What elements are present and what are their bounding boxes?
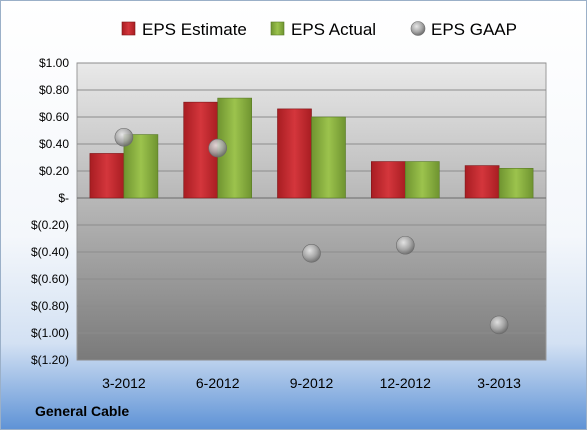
y-tick-label: $(1.20) xyxy=(31,353,69,367)
eps-gaap-point xyxy=(395,235,415,255)
x-category-label: 6-2012 xyxy=(196,375,240,391)
y-tick-label: $0.40 xyxy=(39,137,69,151)
gaap-points xyxy=(114,127,509,335)
company-name: General Cable xyxy=(35,403,130,419)
x-category-label: 3-2013 xyxy=(477,375,521,391)
eps-estimate-bar xyxy=(464,165,500,199)
x-category-label: 12-2012 xyxy=(380,375,432,391)
x-axis-categories: 3-2012 6-2012 9-2012 12-2012 3-2013 xyxy=(102,375,521,391)
y-axis-ticks: $1.00 $0.80 $0.60 $0.40 $0.20 $- $(0.20) $(0.40… xyxy=(31,56,69,367)
legend-gaap-label: EPS GAAP xyxy=(431,20,517,39)
legend-estimate-label: EPS Estimate xyxy=(142,20,247,39)
x-category-label: 3-2012 xyxy=(102,375,146,391)
legend: EPS Estimate EPS Actual EPS GAAP xyxy=(121,20,517,39)
y-tick-label: $(0.60) xyxy=(31,272,69,286)
y-tick-label: $- xyxy=(58,191,69,205)
x-category-label: 9-2012 xyxy=(290,375,334,391)
y-tick-label: $0.80 xyxy=(39,83,69,97)
eps-estimate-bar xyxy=(370,161,406,199)
eps-gaap-point xyxy=(208,138,227,158)
y-tick-label: $0.20 xyxy=(39,164,69,178)
bars xyxy=(89,97,534,199)
legend-actual-label: EPS Actual xyxy=(291,20,376,39)
eps-gaap-point xyxy=(302,244,321,263)
y-tick-label: $(0.40) xyxy=(31,245,69,259)
y-tick-label: $(0.20) xyxy=(31,218,69,232)
eps-gaap-point xyxy=(489,315,509,335)
y-tick-label: $1.00 xyxy=(39,56,69,70)
y-tick-label: $0.60 xyxy=(39,110,69,124)
y-tick-label: $(0.80) xyxy=(31,299,69,313)
eps-actual-bar xyxy=(498,168,534,199)
y-tick-label: $(1.00) xyxy=(31,326,69,340)
eps-actual-bar xyxy=(311,116,346,199)
eps-estimate-bar xyxy=(89,153,125,199)
legend-actual-swatch xyxy=(270,21,285,36)
legend-estimate-swatch xyxy=(121,21,136,36)
eps-actual-bar xyxy=(123,134,159,199)
eps-estimate-bar xyxy=(277,108,312,199)
eps-gaap-point xyxy=(114,127,134,147)
plot-area xyxy=(76,62,547,361)
eps-actual-bar xyxy=(404,161,440,199)
legend-gaap-swatch xyxy=(410,21,426,36)
